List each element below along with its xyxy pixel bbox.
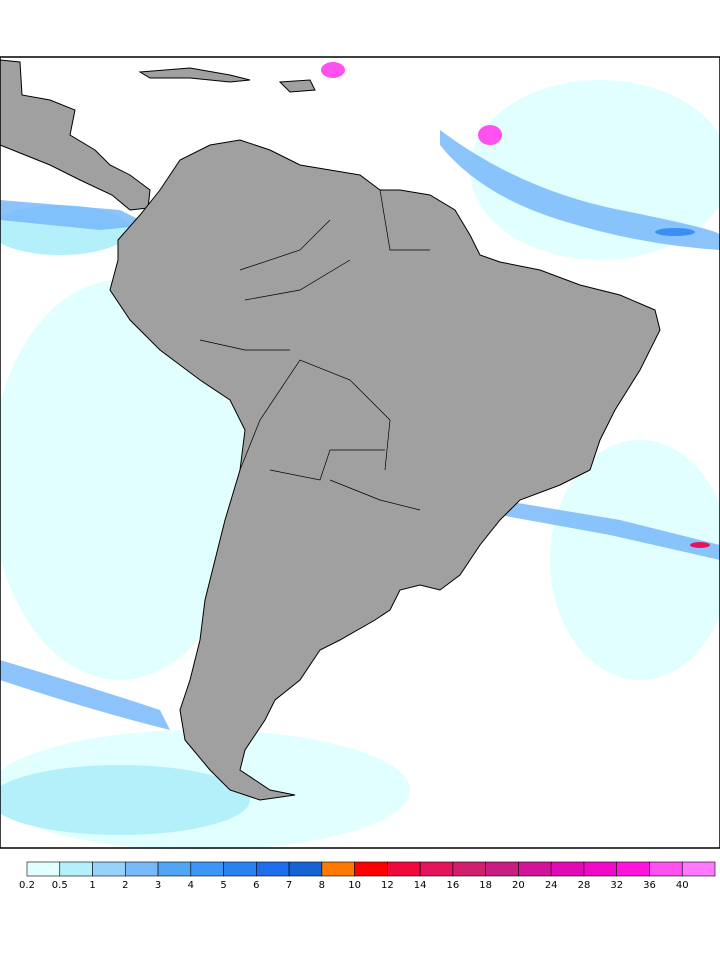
colorbar-box xyxy=(223,861,257,877)
colorbar-box xyxy=(256,861,290,877)
colorbar-box xyxy=(92,861,126,877)
central-america xyxy=(0,59,151,211)
hispaniola xyxy=(278,79,316,93)
colorbar-label: 16 xyxy=(447,880,460,891)
colorbar-label: 40 xyxy=(676,880,689,891)
colorbar-box xyxy=(616,861,650,877)
colorbar-label: 24 xyxy=(545,880,558,891)
map-frame xyxy=(0,56,720,849)
colorbar-box xyxy=(550,861,585,877)
colorbar-box xyxy=(518,861,552,877)
colorbar-box xyxy=(387,861,421,877)
colorbar-box xyxy=(583,861,618,877)
colorbar-box xyxy=(190,861,224,877)
colorbar-label: 18 xyxy=(479,880,492,891)
colorbar-label: 4 xyxy=(188,880,194,891)
colorbar-label: 6 xyxy=(253,880,259,891)
colorbar-box xyxy=(288,861,323,877)
colorbar-box xyxy=(681,861,716,877)
colorbar-label: 8 xyxy=(319,880,325,891)
colorbar-box xyxy=(321,861,355,877)
colorbar-box xyxy=(26,861,61,877)
cuba xyxy=(138,67,251,83)
colorbar-box xyxy=(124,861,159,877)
colorbar-label: 7 xyxy=(286,880,292,891)
colorbar-label: 10 xyxy=(348,880,361,891)
colorbar-label: 28 xyxy=(578,880,591,891)
colorbar-label: 12 xyxy=(381,880,394,891)
borders xyxy=(199,189,430,511)
colorbar-label: 36 xyxy=(643,880,656,891)
colorbar-label: 3 xyxy=(155,880,161,891)
colorbar-label: 2 xyxy=(122,880,128,891)
colorbar-label: 1 xyxy=(89,880,95,891)
colorbar-box xyxy=(649,861,683,877)
colorbar-label: 5 xyxy=(220,880,226,891)
colorbar-box xyxy=(59,861,93,877)
colorbar-label: 0.5 xyxy=(52,880,68,891)
colorbar-box xyxy=(485,861,519,877)
map xyxy=(0,56,720,850)
colorbar-box xyxy=(452,861,486,877)
colorbar-box xyxy=(157,861,192,877)
colorbar-label: 32 xyxy=(610,880,623,891)
colorbar-box xyxy=(419,861,454,877)
colorbar-label: 0.2 xyxy=(19,880,35,891)
colorbar-label: 14 xyxy=(414,880,427,891)
colorbar-box xyxy=(354,861,388,877)
colorbar-label: 20 xyxy=(512,880,525,891)
colorbar: 0.2 0.5 1 2 3 4 5 6 7 8 10 12 14 16 18 20 24 28 32 36 40 xyxy=(19,861,716,891)
precipitation xyxy=(0,62,720,850)
